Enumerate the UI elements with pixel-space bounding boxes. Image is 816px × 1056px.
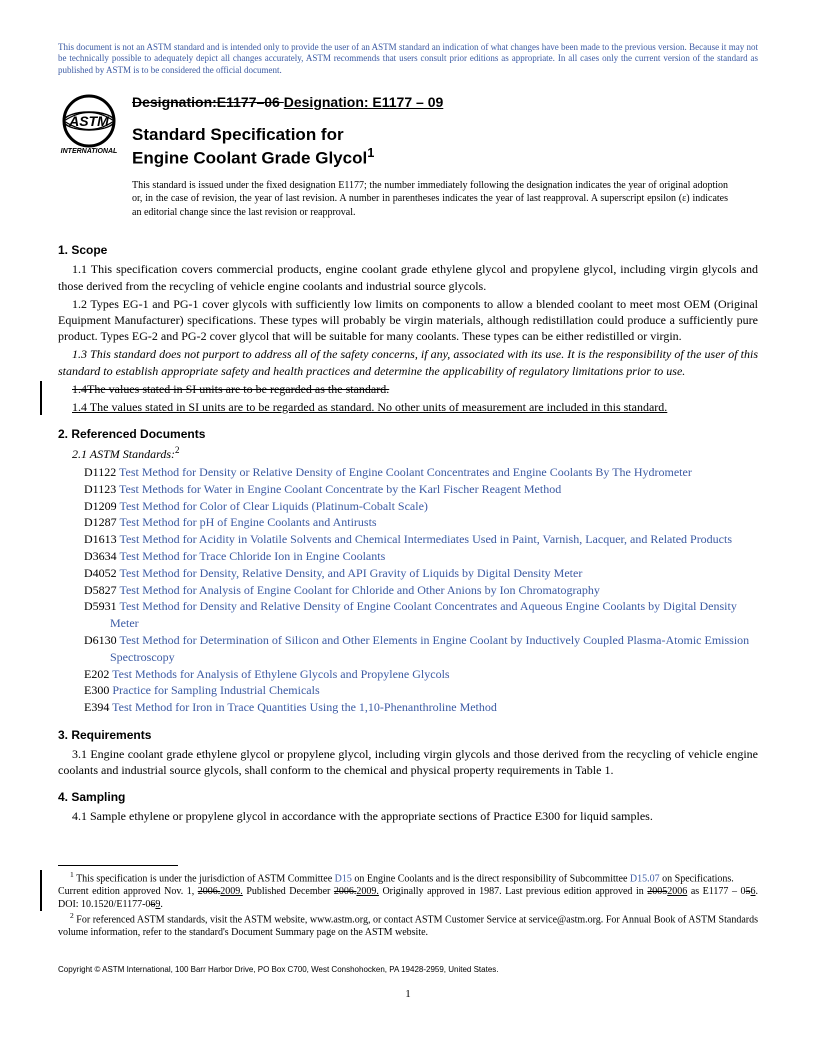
ref-id: D5931 — [84, 599, 119, 613]
footnote-rule — [58, 865, 178, 866]
para-1-4-new: 1.4 The values stated in SI units are to… — [58, 399, 758, 415]
section-1-head: 1. Scope — [58, 243, 758, 257]
ref-item: D5827 Test Method for Analysis of Engine… — [58, 582, 758, 599]
ref-id: D1209 — [84, 499, 119, 513]
ref-item: D5931 Test Method for Density and Relati… — [58, 598, 758, 632]
title-block: Designation:E1177–06 Designation: E1177 … — [132, 94, 758, 232]
svg-text:ASTM: ASTM — [68, 113, 109, 129]
ref-id: D3634 — [84, 549, 119, 563]
ref-id: D1122 — [84, 465, 119, 479]
section-2-head: 2. Referenced Documents — [58, 427, 758, 441]
ref-link[interactable]: Test Method for Determination of Silicon… — [110, 633, 749, 664]
astm-logo: ASTM INTERNATIONAL — [58, 94, 120, 156]
changebar-1-4: 1.4The values stated in SI units are to … — [40, 381, 758, 415]
ref-id: D1123 — [84, 482, 119, 496]
para-1-2: 1.2 Types EG-1 and PG-1 cover glycols wi… — [58, 296, 758, 345]
ref-id: E202 — [84, 667, 112, 681]
refs-list: D1122 Test Method for Density or Relativ… — [58, 464, 758, 716]
ref-item: E202 Test Methods for Analysis of Ethyle… — [58, 666, 758, 683]
ref-item: D1613 Test Method for Acidity in Volatil… — [58, 531, 758, 548]
ref-id: D6130 — [84, 633, 119, 647]
ref-link[interactable]: Practice for Sampling Industrial Chemica… — [112, 683, 319, 697]
page: This document is not an ASTM standard an… — [0, 0, 816, 1030]
designation-old: Designation:E1177–06 — [132, 94, 284, 110]
footnote-1: 1 This specification is under the jurisd… — [58, 870, 758, 885]
designation-new: Designation: E1177 – 09 — [284, 94, 444, 110]
ref-link[interactable]: Test Method for Iron in Trace Quantities… — [112, 700, 497, 714]
section-3-head: 3. Requirements — [58, 728, 758, 742]
refs-subhead: 2.1 ASTM Standards:2 — [58, 445, 758, 462]
ref-link[interactable]: Test Method for Density, Relative Densit… — [119, 566, 582, 580]
svg-text:INTERNATIONAL: INTERNATIONAL — [61, 148, 118, 155]
para-1-4-old: 1.4The values stated in SI units are to … — [58, 381, 758, 397]
ref-link[interactable]: Test Method for Density and Relative Den… — [110, 599, 737, 630]
ref-id: D1613 — [84, 532, 119, 546]
title-line2: Engine Coolant Grade Glycol — [132, 149, 367, 168]
changebar-footnote: 1 This specification is under the jurisd… — [40, 870, 758, 911]
ref-link[interactable]: Test Method for Acidity in Volatile Solv… — [119, 532, 732, 546]
para-4-1: 4.1 Sample ethylene or propylene glycol … — [58, 808, 758, 824]
header-row: ASTM INTERNATIONAL Designation:E1177–06 … — [58, 94, 758, 232]
para-1-1: 1.1 This specification covers commercial… — [58, 261, 758, 293]
ref-item: D1287 Test Method for pH of Engine Coola… — [58, 514, 758, 531]
footnote-link-d15[interactable]: D15 — [335, 873, 352, 884]
ref-link[interactable]: Test Methods for Analysis of Ethylene Gl… — [112, 667, 449, 681]
title-line1: Standard Specification for — [132, 125, 344, 144]
footnote-2: 2 For referenced ASTM standards, visit t… — [58, 911, 758, 939]
para-1-3: 1.3 This standard does not purport to ad… — [58, 346, 758, 378]
ref-id: E394 — [84, 700, 112, 714]
para-3-1: 3.1 Engine coolant grade ethylene glycol… — [58, 746, 758, 778]
ref-link[interactable]: Test Method for Density or Relative Dens… — [119, 465, 692, 479]
section-4-head: 4. Sampling — [58, 790, 758, 804]
ref-link[interactable]: Test Method for Analysis of Engine Coola… — [119, 583, 599, 597]
copyright: Copyright © ASTM International, 100 Barr… — [58, 965, 758, 974]
ref-id: D5827 — [84, 583, 119, 597]
ref-link[interactable]: Test Methods for Water in Engine Coolant… — [119, 482, 561, 496]
page-number: 1 — [58, 988, 758, 1000]
ref-item: D4052 Test Method for Density, Relative … — [58, 565, 758, 582]
ref-item: D1123 Test Methods for Water in Engine C… — [58, 481, 758, 498]
standard-title: Standard Specification for Engine Coolan… — [132, 124, 758, 169]
ref-link[interactable]: Test Method for Color of Clear Liquids (… — [119, 499, 427, 513]
ref-link[interactable]: Test Method for Trace Chloride Ion in En… — [119, 549, 385, 563]
ref-item: E300 Practice for Sampling Industrial Ch… — [58, 682, 758, 699]
ref-link[interactable]: Test Method for pH of Engine Coolants an… — [119, 515, 376, 529]
ref-item: E394 Test Method for Iron in Trace Quant… — [58, 699, 758, 716]
ref-item: D3634 Test Method for Trace Chloride Ion… — [58, 548, 758, 565]
footnote-link-d1507[interactable]: D15.07 — [630, 873, 660, 884]
ref-id: D1287 — [84, 515, 119, 529]
issued-note: This standard is issued under the fixed … — [132, 179, 728, 220]
ref-item: D1122 Test Method for Density or Relativ… — [58, 464, 758, 481]
ref-id: E300 — [84, 683, 112, 697]
ref-id: D4052 — [84, 566, 119, 580]
ref-item: D1209 Test Method for Color of Clear Liq… — [58, 498, 758, 515]
footnote-1b: Current edition approved Nov. 1, 2006.20… — [58, 885, 758, 911]
designation-line: Designation:E1177–06 Designation: E1177 … — [132, 94, 758, 110]
ref-item: D6130 Test Method for Determination of S… — [58, 632, 758, 666]
header-notice: This document is not an ASTM standard an… — [58, 42, 758, 76]
